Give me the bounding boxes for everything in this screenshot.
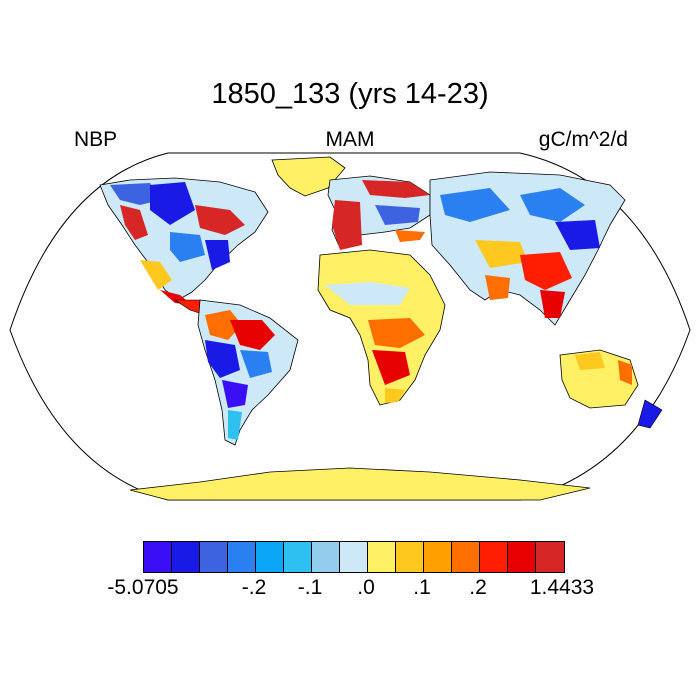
colorbar-box-12: [480, 542, 508, 572]
plot-title: 1850_133 (yrs 14-23): [211, 78, 489, 110]
colorbar-box-9: [396, 542, 424, 572]
units-label: gC/m^2/d: [538, 128, 628, 151]
colorbar-box-7: [340, 542, 368, 572]
colorbar-box-6: [312, 542, 340, 572]
new-zealand: [637, 399, 663, 429]
colorbar-label-2: -.1: [297, 576, 323, 599]
colorbar-box-2: [200, 542, 228, 572]
colorbar-box-10: [424, 542, 452, 572]
variable-label: NBP: [74, 128, 118, 151]
colorbar-box-0: [144, 542, 172, 572]
colorbar-box-4: [256, 542, 284, 572]
colorbar-label-1: -.2: [241, 576, 267, 599]
colorbar-box-3: [228, 542, 256, 572]
colorbar-box-11: [452, 542, 480, 572]
colorbar-label-0: -5.0705: [107, 576, 179, 599]
antarctica: [129, 467, 591, 501]
colorbar-box-8: [368, 542, 396, 572]
colorbar-box-13: [508, 542, 536, 572]
colorbar-label-3: .0: [357, 576, 375, 599]
greenland: [271, 156, 346, 197]
season-label: MAM: [325, 128, 375, 151]
colorbar-box-1: [172, 542, 200, 572]
colorbar-box-5: [284, 542, 312, 572]
colorbar-label-6: 1.4433: [529, 576, 595, 599]
colorbar: [143, 541, 565, 573]
colorbar-label-4: .1: [413, 576, 431, 599]
colorbar-box-14: [536, 542, 564, 572]
colorbar-label-5: .2: [469, 576, 487, 599]
